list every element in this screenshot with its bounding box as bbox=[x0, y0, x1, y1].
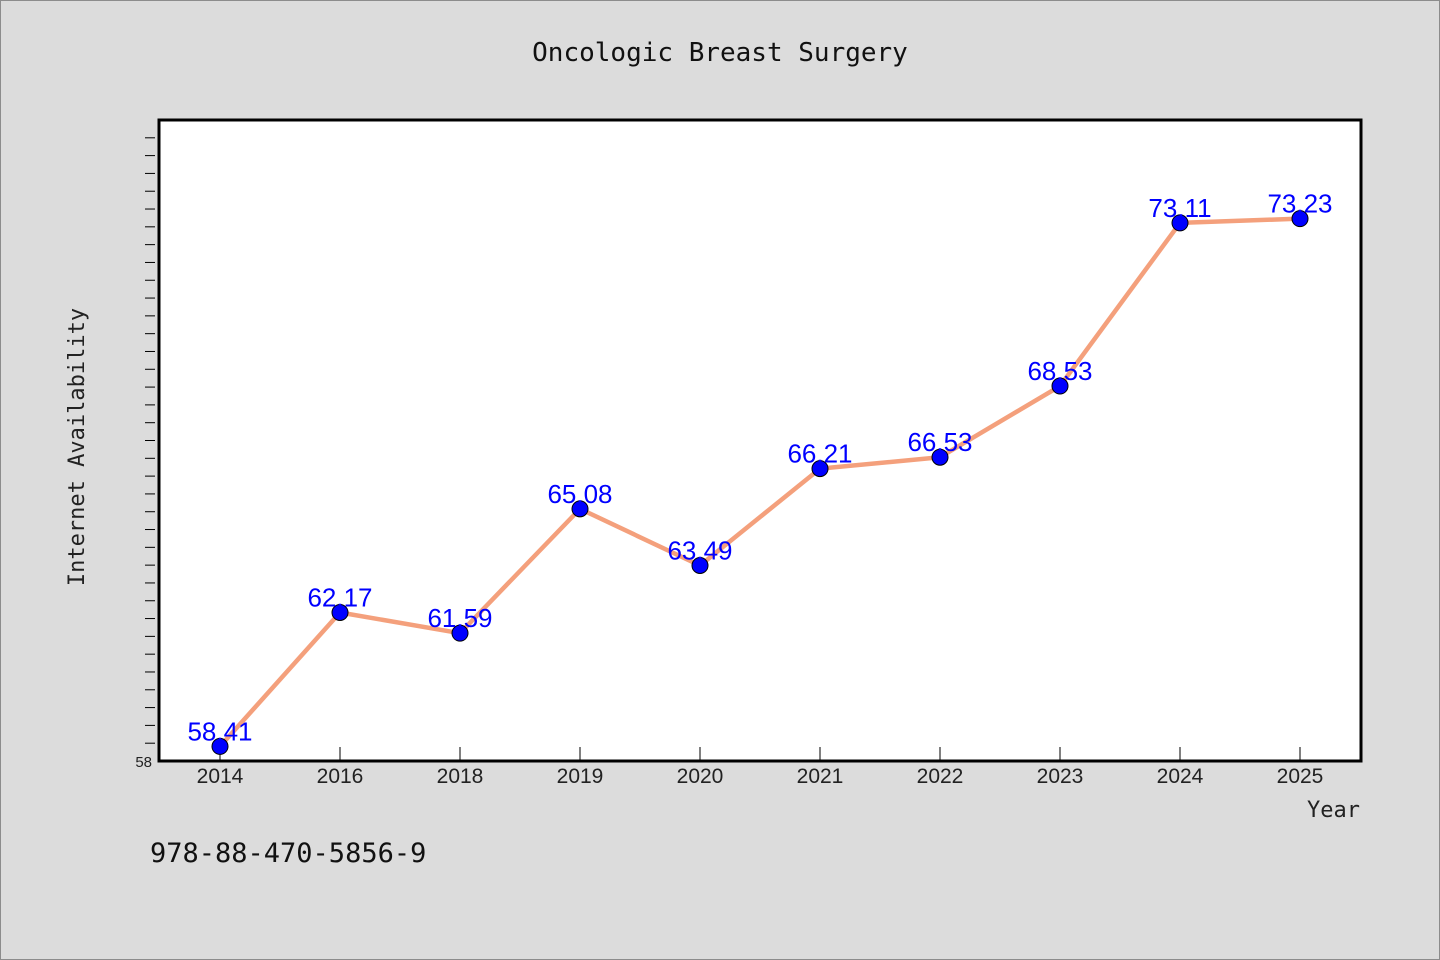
x-axis-tick-label: 2021 bbox=[797, 765, 844, 788]
data-point bbox=[1051, 377, 1069, 395]
x-axis-tick-label: 2014 bbox=[197, 765, 244, 788]
data-label: 66.21 bbox=[787, 439, 852, 469]
chart-title: Oncologic Breast Surgery bbox=[532, 38, 908, 68]
series-line bbox=[217, 216, 1303, 749]
data-point bbox=[1291, 210, 1309, 228]
x-axis-label: Year bbox=[1307, 798, 1360, 823]
isbn-text: 978-88-470-5856-9 bbox=[150, 838, 426, 869]
data-label: 68.53 bbox=[1027, 356, 1092, 386]
x-axis-tick-label: 2016 bbox=[317, 765, 364, 788]
x-axis-tick-label: 2025 bbox=[1277, 765, 1324, 788]
y-axis-tick-label: 58 bbox=[135, 754, 152, 771]
data-label: 66.53 bbox=[907, 427, 972, 457]
x-axis-tick-labels: 2014 2016 2018 2019 2020 2021 2022 2023 2024 2025 bbox=[197, 765, 1324, 788]
x-axis-ticks bbox=[219, 747, 1301, 761]
data-point bbox=[811, 460, 829, 478]
series-layer: 58.41 62.17 61.59 65.08 63.49 66.21 66.53 68.53… bbox=[187, 189, 1333, 755]
plot-area bbox=[157, 118, 1363, 763]
data-label: 73.11 bbox=[1148, 193, 1211, 223]
x-axis-tick-label: 2019 bbox=[557, 765, 604, 788]
data-label: 62.17 bbox=[307, 583, 372, 613]
data-label: 61.59 bbox=[427, 603, 492, 633]
data-point bbox=[451, 624, 469, 642]
data-point bbox=[691, 556, 709, 574]
x-axis-tick-label: 2022 bbox=[917, 765, 964, 788]
x-axis-tick-label: 2018 bbox=[437, 765, 484, 788]
data-point bbox=[1171, 214, 1189, 232]
y-axis-label: Internet Availability bbox=[65, 308, 90, 586]
data-point bbox=[211, 737, 229, 755]
data-label: 63.49 bbox=[667, 535, 732, 565]
data-point bbox=[331, 604, 349, 622]
data-label: 58.41 bbox=[187, 716, 252, 746]
data-point bbox=[571, 500, 589, 518]
x-axis-tick-label: 2023 bbox=[1037, 765, 1084, 788]
x-axis-tick-label: 2020 bbox=[677, 765, 724, 788]
data-label: 65.08 bbox=[547, 479, 612, 509]
y-axis-ticks bbox=[145, 137, 155, 744]
data-label: 73.23 bbox=[1267, 189, 1332, 219]
data-point bbox=[931, 448, 949, 466]
x-axis-tick-label: 2024 bbox=[1157, 765, 1204, 788]
